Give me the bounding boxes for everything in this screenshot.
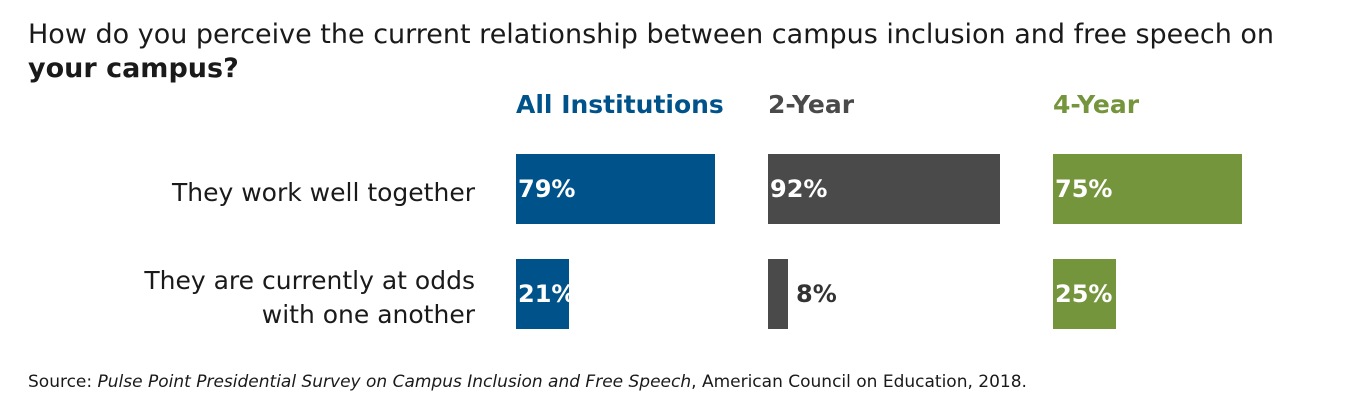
column-header-2: 2-Year [768,90,855,119]
bar-3-2 [1053,259,1116,329]
bar-2-1 [768,154,1000,224]
bar-value-label: 75% [1055,175,1113,203]
row-label-line: with one another [261,300,475,329]
chart-title-line2: your campus? [28,53,239,84]
bar-2-2 [768,259,788,329]
bar-value-label: 25% [1055,280,1113,308]
column-header-1: All Institutions [516,90,724,119]
bar-1-1 [516,154,715,224]
bar-value-label: 92% [770,175,828,203]
source-note: Source: Pulse Point Presidential Survey … [28,372,1027,392]
row-label-2: They are currently at odds with one anoth… [144,264,475,332]
row-label-line: They are currently at odds [144,266,475,295]
row-label-line: They work well together [171,178,475,207]
bar-3-1 [1053,154,1242,224]
chart-title-line1: How do you perceive the current relation… [28,19,1275,50]
chart-title: How do you perceive the current relation… [28,18,1328,86]
source-suffix: , American Council on Education, 2018. [691,372,1027,392]
bar-value-label: 8% [796,280,837,308]
source-title: Pulse Point Presidential Survey on Campu… [97,372,692,392]
column-header-3: 4-Year [1053,90,1140,119]
source-prefix: Source: [28,372,98,392]
bar-1-2 [516,259,569,329]
row-label-1: They work well together [172,176,475,210]
bar-value-label: 79% [518,175,576,203]
bar-value-label: 21% [518,280,576,308]
